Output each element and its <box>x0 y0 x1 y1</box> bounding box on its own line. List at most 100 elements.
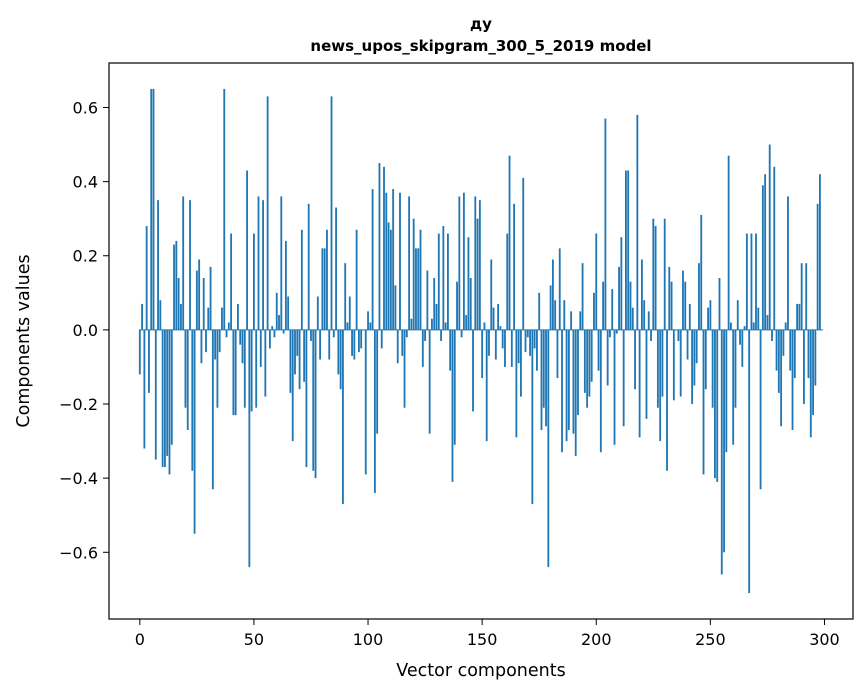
bar-63 <box>282 329 285 334</box>
bar-171 <box>529 329 531 356</box>
bar-220 <box>640 259 643 330</box>
bar-271 <box>757 307 760 330</box>
bar-131 <box>437 233 440 330</box>
bar-281 <box>780 329 783 427</box>
chart-subtitle: news_upos_skipgram_300_5_2019 model <box>310 37 651 55</box>
bar-147 <box>474 196 477 330</box>
bar-25 <box>195 270 198 330</box>
bar-88 <box>339 329 342 390</box>
bar-90 <box>344 263 347 330</box>
bar-190 <box>572 329 575 434</box>
bar-194 <box>581 263 584 330</box>
bar-263 <box>739 329 741 345</box>
bar-272 <box>759 329 762 490</box>
bar-45 <box>241 329 244 364</box>
chart-title: ду <box>470 15 492 33</box>
bar-76 <box>312 329 315 471</box>
bar-237 <box>679 329 682 397</box>
x-axis-label: Vector components <box>396 661 565 681</box>
bar-166 <box>517 329 520 364</box>
x-axis-ticks: 0 50 100 150 200 250 300 <box>135 619 840 649</box>
bar-156 <box>494 329 497 360</box>
bar-202 <box>599 329 602 453</box>
bar-277 <box>771 329 773 341</box>
bar-207 <box>611 289 614 330</box>
bar-93 <box>351 329 353 356</box>
bar-161 <box>506 233 509 330</box>
bar-55 <box>264 329 267 397</box>
bar-82 <box>326 229 328 330</box>
bar-105 <box>378 163 381 330</box>
bar-260 <box>732 329 735 445</box>
bar-123 <box>419 229 422 330</box>
bar-241 <box>688 303 691 330</box>
bar-266 <box>745 233 748 330</box>
bar-294 <box>809 329 812 438</box>
bar-206 <box>609 329 611 338</box>
bar-239 <box>684 281 687 330</box>
bar-174 <box>536 329 538 371</box>
bar-73 <box>305 329 308 468</box>
bar-97 <box>360 329 363 349</box>
bar-60 <box>275 292 278 330</box>
bar-292 <box>805 263 808 330</box>
bar-289 <box>798 303 801 330</box>
bar-170 <box>526 329 529 338</box>
bar-284 <box>787 196 789 330</box>
bar-181 <box>551 259 554 330</box>
bar-118 <box>408 196 411 330</box>
bar-89 <box>342 329 344 505</box>
bar-275 <box>766 315 769 330</box>
bar-132 <box>440 329 442 341</box>
bar-217 <box>634 329 636 390</box>
bar-208 <box>613 329 616 445</box>
bar-157 <box>497 303 500 330</box>
bar-18 <box>179 303 182 330</box>
bar-149 <box>478 200 481 330</box>
bar-113 <box>396 329 399 364</box>
bar-102 <box>371 189 374 330</box>
bar-177 <box>542 329 545 408</box>
bar-159 <box>501 329 504 349</box>
bar-79 <box>319 329 322 360</box>
bar-10 <box>161 329 164 468</box>
bar-270 <box>755 233 757 330</box>
bar-35 <box>218 329 221 353</box>
bar-30 <box>207 307 210 330</box>
bar-22 <box>189 200 191 330</box>
bar-258 <box>727 155 730 330</box>
bar-165 <box>515 329 518 438</box>
bar-240 <box>686 329 689 360</box>
bar-3 <box>145 226 148 330</box>
bar-37 <box>223 88 226 330</box>
bar-108 <box>385 192 388 330</box>
bar-224 <box>650 329 652 341</box>
bar-5 <box>150 88 153 330</box>
x-tick-label: 100 <box>353 630 384 649</box>
bar-290 <box>800 263 803 330</box>
bar-274 <box>764 174 767 330</box>
bar-197 <box>588 329 591 397</box>
bar-243 <box>693 329 696 386</box>
bar-199 <box>593 292 595 330</box>
bar-192 <box>577 329 579 416</box>
bar-276 <box>768 144 771 330</box>
x-tick-label: 250 <box>695 630 726 649</box>
bar-50 <box>253 233 255 330</box>
bar-238 <box>682 270 684 330</box>
y-tick-label: −0.4 <box>59 469 98 488</box>
bar-125 <box>424 329 426 341</box>
bar-222 <box>645 329 648 419</box>
bar-47 <box>246 170 248 330</box>
bar-12 <box>166 329 169 456</box>
bar-216 <box>631 307 634 330</box>
bar-67 <box>291 329 294 442</box>
bar-187 <box>565 329 568 442</box>
bar-65 <box>287 296 290 330</box>
bar-80 <box>321 248 324 330</box>
bar-130 <box>435 303 438 330</box>
bar-148 <box>476 218 479 330</box>
bar-101 <box>369 322 372 330</box>
bar-152 <box>485 329 488 442</box>
bar-213 <box>625 170 627 330</box>
